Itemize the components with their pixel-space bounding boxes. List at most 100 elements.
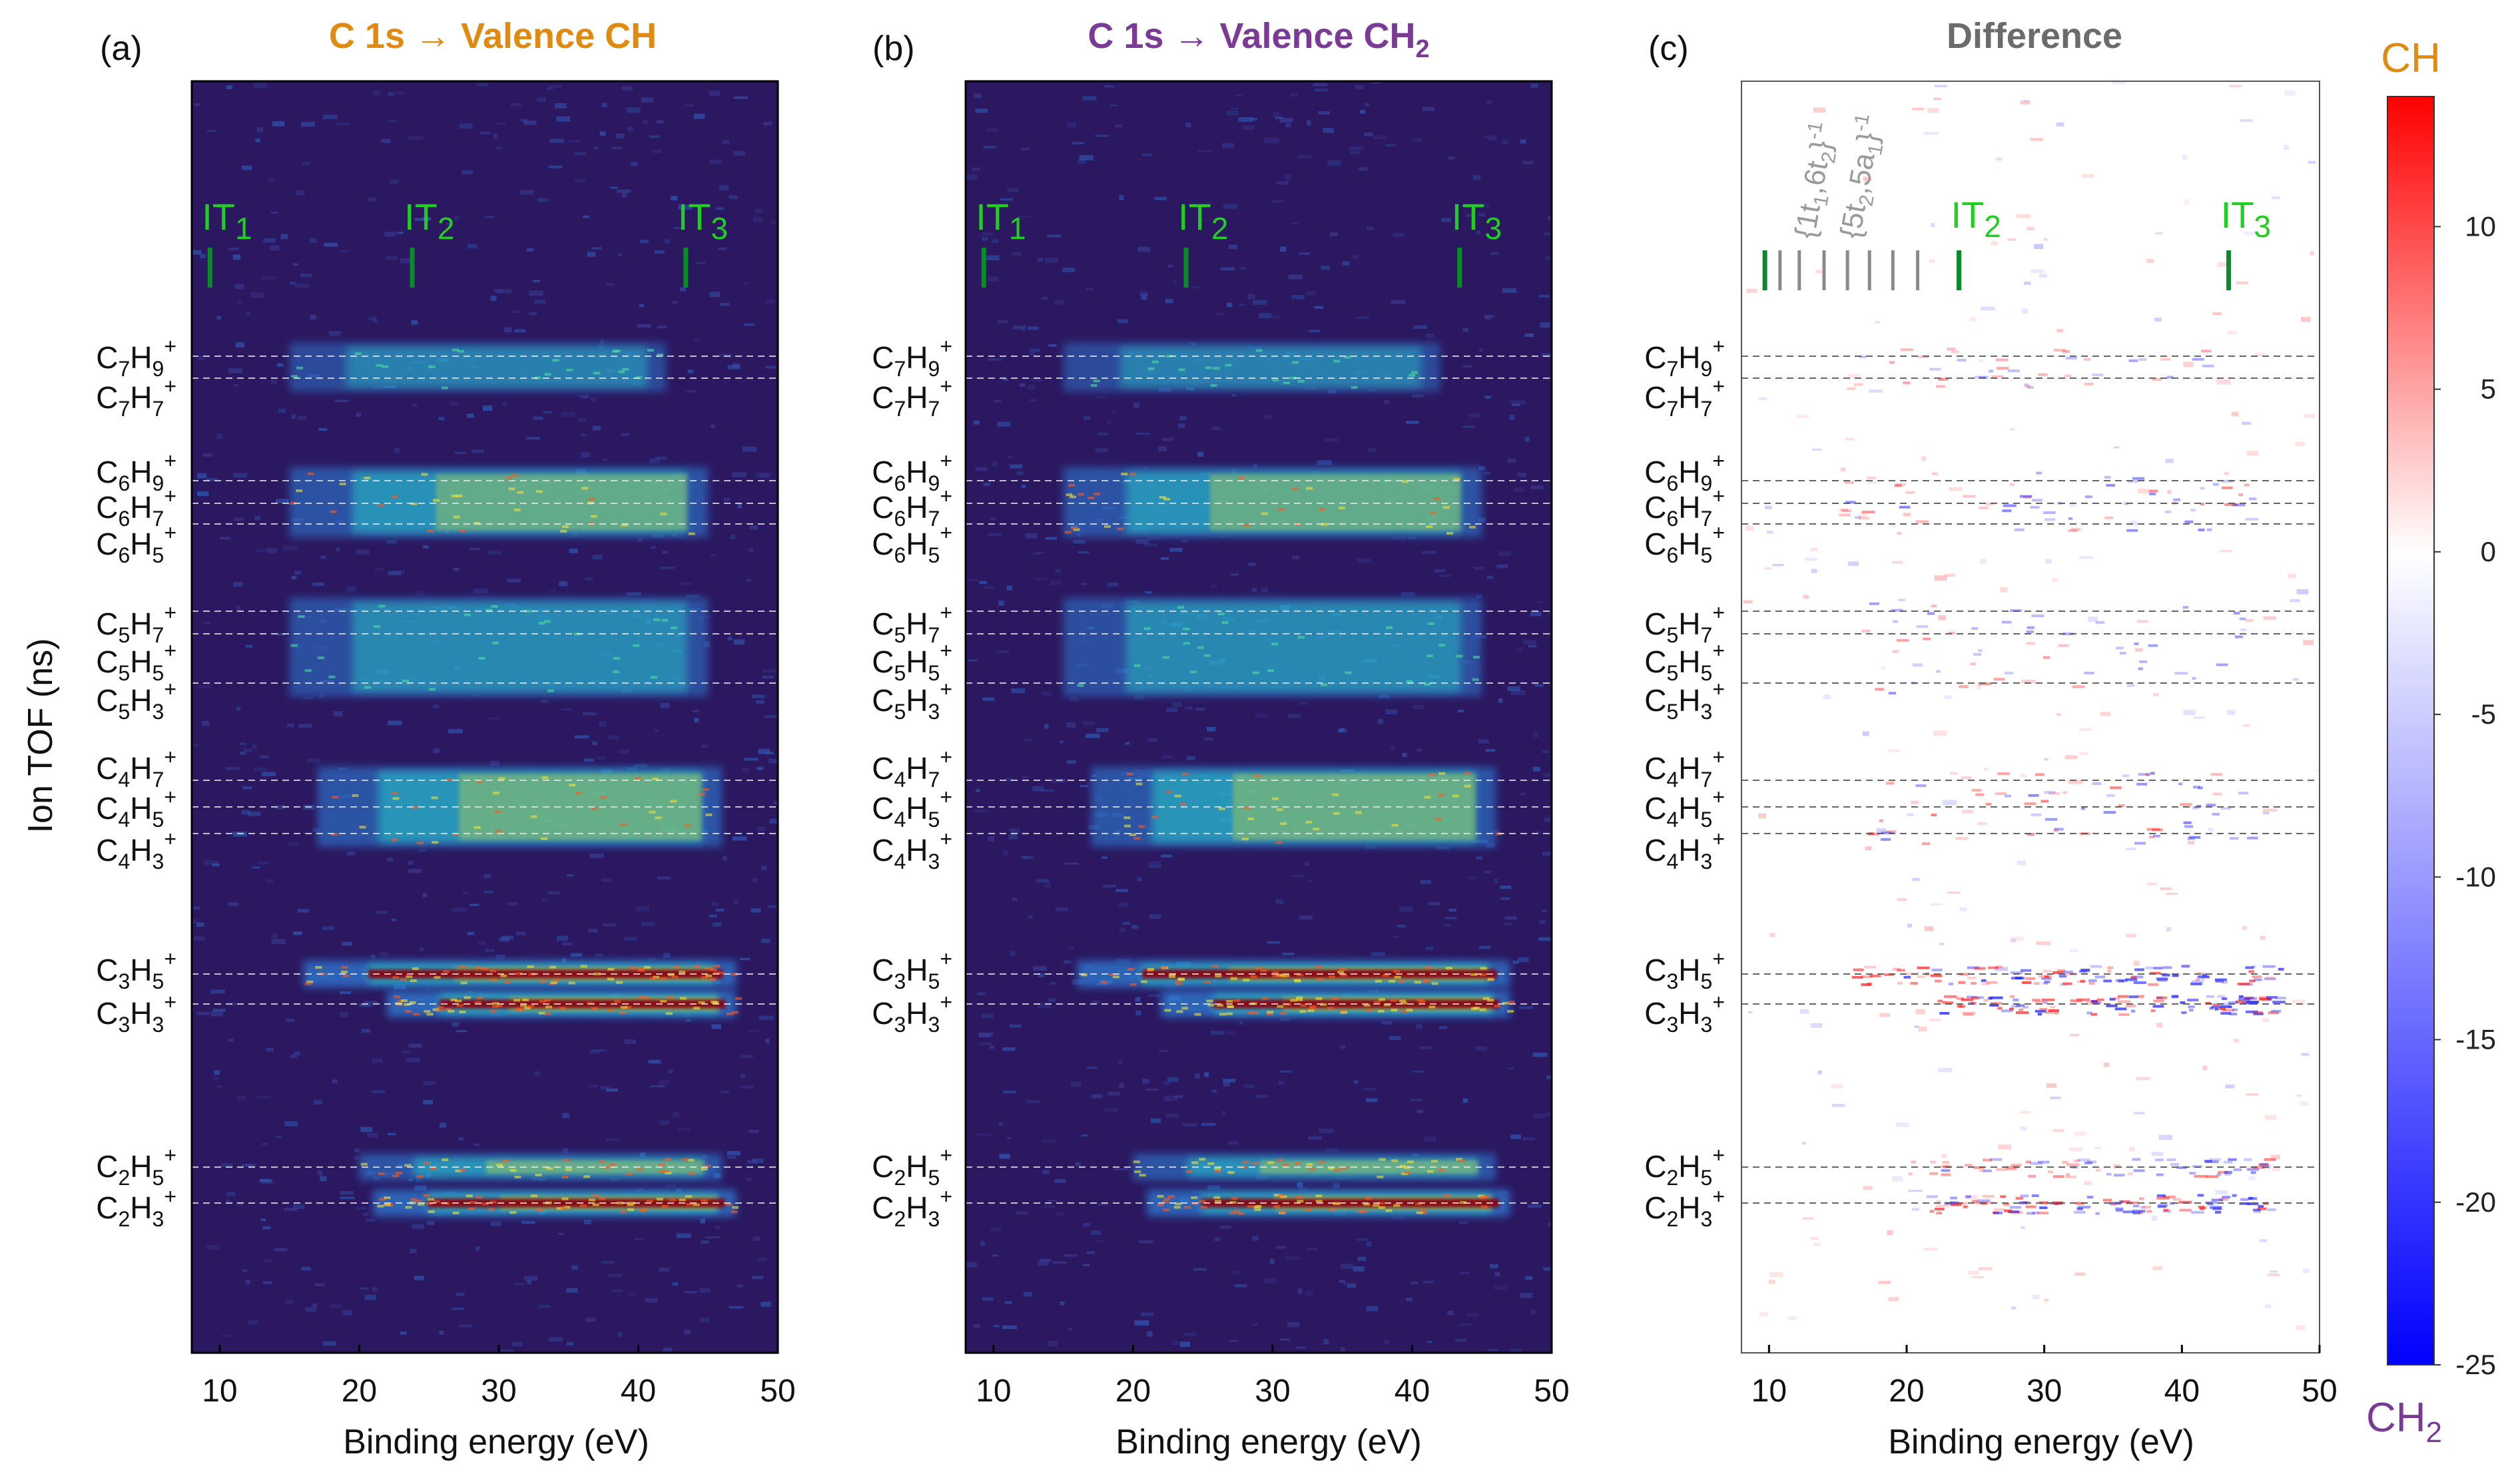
noise-speck [602, 923, 616, 927]
band-speck [566, 368, 573, 371]
noise-speck [997, 320, 1008, 324]
band-speck [684, 824, 691, 828]
band-speck [1073, 528, 1080, 531]
diff-speck [2115, 646, 2124, 650]
noise-speck [649, 458, 661, 463]
noise-speck [1863, 1186, 1873, 1190]
noise-speck [275, 499, 289, 503]
noise-speck [2316, 770, 2320, 772]
band-speck [705, 813, 713, 816]
noise-speck [469, 903, 479, 906]
diff-speck [1991, 375, 2004, 378]
band-speck [421, 473, 428, 476]
noise-speck [1226, 302, 1233, 308]
band-speck [298, 615, 305, 618]
diff-speck [2118, 804, 2125, 808]
noise-speck [1803, 1217, 1814, 1220]
diff-speck [2247, 1168, 2259, 1171]
band-speck [638, 969, 645, 972]
noise-speck [1022, 776, 1028, 778]
noise-speck [1931, 223, 1935, 228]
band-speck [1217, 1004, 1224, 1007]
band-speck [609, 1163, 616, 1166]
ion-label-charge: + [1712, 484, 1725, 508]
band-speck [561, 1176, 569, 1178]
band-speck [1431, 1160, 1438, 1163]
noise-speck [1817, 1071, 1822, 1075]
noise-speck [409, 136, 424, 140]
noise-speck [232, 254, 241, 260]
noise-speck [1531, 1310, 1536, 1315]
noise-speck [1500, 885, 1512, 889]
noise-speck [1223, 1082, 1230, 1087]
ion-label-h-count: 5 [153, 661, 164, 685]
band-speck [1267, 669, 1274, 672]
ion-label-base: C [1644, 833, 1666, 867]
noise-speck [1125, 742, 1130, 745]
diff-speck [2070, 999, 2082, 1003]
panel-a-ion-lines [192, 356, 778, 1204]
band-speck [1143, 627, 1151, 630]
noise-speck [1096, 396, 1107, 399]
diff-speck [2077, 1158, 2090, 1162]
diff-speck [1897, 981, 1903, 985]
diff-speck [1867, 476, 1877, 479]
band-speck [1254, 774, 1261, 778]
band-speck [394, 995, 401, 999]
noise-speck [412, 1224, 424, 1229]
panel-c-background [1741, 81, 2320, 1353]
noise-speck [1006, 455, 1013, 458]
colorbar-tick-label: -10 [2455, 861, 2496, 892]
noise-speck [1805, 558, 1817, 561]
noise-speck [2007, 238, 2016, 241]
noise-speck [1341, 1347, 1345, 1352]
diff-speck [2200, 977, 2205, 980]
ion-label-h: H [1678, 751, 1700, 786]
noise-speck [727, 636, 733, 640]
noise-speck [388, 571, 402, 575]
band-speck [1194, 1013, 1201, 1016]
band-speck [1214, 1170, 1221, 1173]
noise-speck [1045, 257, 1059, 263]
band-speck [1313, 828, 1320, 831]
band-speck [1280, 822, 1287, 825]
noise-speck [1044, 723, 1049, 729]
noise-speck [1422, 107, 1435, 111]
noise-speck [1022, 326, 1027, 331]
noise-speck [611, 146, 623, 149]
diff-speck [2254, 1210, 2261, 1214]
diff-speck [2028, 1174, 2036, 1178]
noise-speck [1832, 1104, 1845, 1107]
band-speck [1112, 975, 1119, 979]
diff-speck [2191, 1210, 2204, 1214]
noise-speck [1796, 414, 1809, 418]
band-speck [456, 494, 463, 497]
noise-speck [2248, 1176, 2256, 1180]
noise-speck [659, 1268, 670, 1272]
band-speck [1473, 656, 1480, 659]
noise-speck [624, 937, 637, 941]
noise-speck [1264, 415, 1272, 419]
panel-a-label: (a) [100, 29, 143, 68]
diff-speck [2134, 642, 2139, 645]
diff-speck [1935, 979, 1942, 983]
noise-speck [2166, 927, 2172, 931]
diff-speck [2192, 806, 2199, 810]
band-speck [1479, 973, 1486, 976]
noise-speck [236, 706, 241, 711]
noise-speck [767, 905, 778, 908]
colorbar-tick-label: -15 [2455, 1024, 2496, 1055]
noise-speck [1498, 551, 1511, 556]
noise-speck [1890, 523, 1896, 527]
noise-speck [574, 735, 589, 739]
diff-speck [2025, 1205, 2036, 1208]
ion-label-h: H [130, 751, 152, 786]
ion-label-base: C [1644, 996, 1666, 1031]
band-speck [702, 788, 709, 791]
band-speck [405, 1010, 412, 1013]
noise-speck [719, 185, 729, 190]
ion-label-h: H [906, 607, 928, 641]
diff-speck [1965, 1195, 1971, 1198]
noise-speck [1520, 1293, 1533, 1298]
diff-speck [2009, 1007, 2014, 1011]
